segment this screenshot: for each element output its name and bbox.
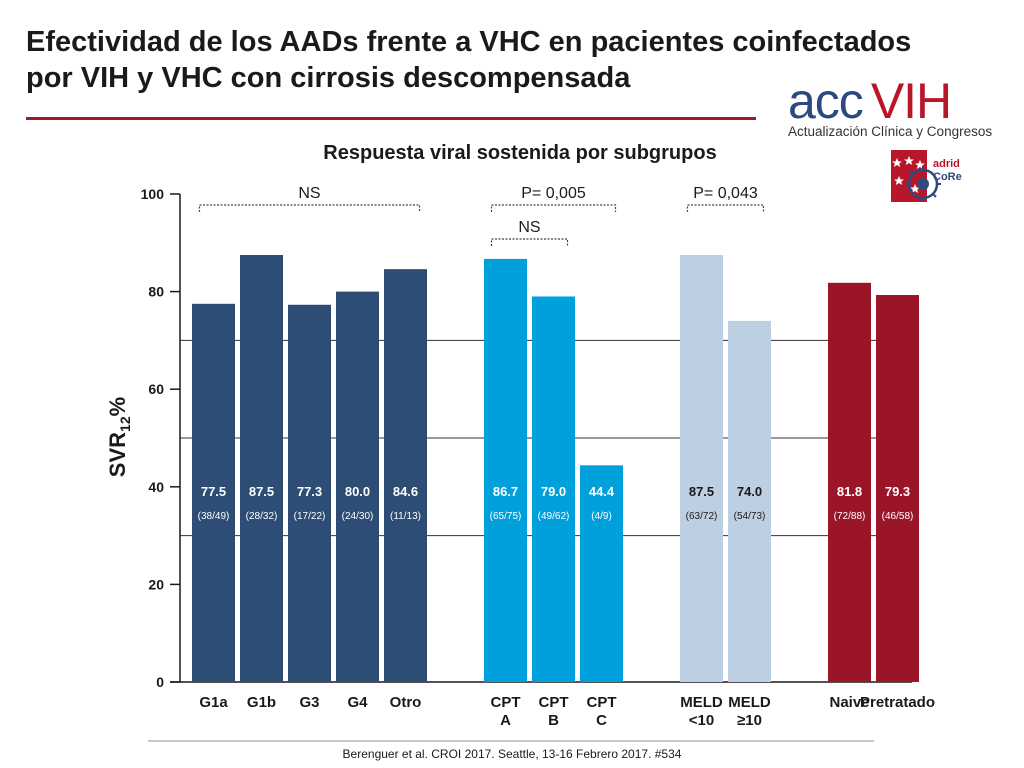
bar	[532, 296, 575, 682]
y-axis-label-subscript: 12	[117, 416, 133, 432]
bar	[828, 282, 871, 682]
x-tick-label: Pretratado	[860, 694, 935, 711]
chart-title: Respuesta viral sostenida por subgrupos	[323, 142, 716, 164]
comparison-bracket: P= 0,005	[490, 185, 617, 212]
ratio-label: (72/88)	[834, 511, 866, 522]
y-tick-label: 80	[148, 284, 164, 300]
bar-layer	[192, 255, 919, 682]
citation: Berenguer et al. CROI 2017. Seattle, 13-…	[342, 747, 682, 761]
value-label: 77.5	[201, 484, 226, 499]
data-label-layer: 77.5 (38/49) 87.5 (28/32) 77.3 (17/22) 80.0 (24…	[198, 484, 914, 522]
ratio-label: (46/58)	[882, 511, 914, 522]
title-divider	[26, 117, 756, 120]
y-axis-label-suffix: %	[105, 397, 130, 417]
value-label: 87.5	[689, 484, 714, 499]
madrid-core-logo: adrid CoRe	[889, 148, 999, 206]
y-tick-label: 20	[148, 576, 164, 592]
x-tick-label: G1b	[247, 694, 276, 711]
footer-divider	[148, 740, 874, 742]
y-tick-label: 60	[148, 381, 164, 397]
comparison-label: NS	[518, 219, 540, 236]
acc-logo-tagline: Actualización Clínica y Congresos	[788, 124, 993, 139]
bar	[580, 465, 623, 682]
x-tick-label: ≥10	[737, 712, 762, 729]
x-axis-labels: G1a G1b G3 G4 Otro CPTACPTBCPTCMELD<10MELD≥10…	[199, 694, 935, 729]
comparison-label: P= 0,005	[521, 185, 586, 202]
bar	[336, 291, 379, 682]
x-tick-label: G3	[299, 694, 319, 711]
ratio-label: (54/73)	[734, 511, 766, 522]
y-axis-label-main: SVR	[105, 432, 130, 477]
bracket-line	[490, 238, 569, 246]
x-tick-label: <10	[689, 712, 714, 729]
acc-vih-logo: acc VIH Actualización Clínica y Congresos	[788, 76, 1003, 146]
x-tick-label: CPT	[587, 694, 617, 711]
x-tick-label: CPT	[491, 694, 521, 711]
bar	[680, 255, 723, 682]
vih-logo-text: VIH	[870, 73, 952, 129]
x-tick-label: C	[596, 712, 607, 729]
comparison-bracket: P= 0,043	[686, 185, 765, 212]
title-line-2: por VIH y VHC con cirrosis descompensada	[26, 62, 631, 94]
x-tick-label: CPT	[539, 694, 569, 711]
bar	[876, 295, 919, 682]
title-line-1: Efectividad de los AADs frente a VHC en …	[26, 26, 912, 58]
value-label: 84.6	[393, 484, 418, 499]
ratio-label: (28/32)	[246, 511, 278, 522]
x-tick-label: B	[548, 712, 559, 729]
value-label: 81.8	[837, 484, 862, 499]
comparison-label: NS	[298, 185, 320, 202]
x-tick-label: G4	[347, 694, 368, 711]
ratio-label: (4/9)	[591, 511, 612, 522]
x-tick-label: Otro	[390, 694, 422, 711]
value-label: 79.0	[541, 484, 566, 499]
comparison-label: P= 0,043	[693, 185, 758, 202]
comparison-bracket: NS	[490, 219, 569, 246]
y-tick-label: 40	[148, 479, 164, 495]
value-label: 80.0	[345, 484, 370, 499]
ratio-label: (38/49)	[198, 511, 230, 522]
value-label: 74.0	[737, 484, 762, 499]
x-tick-label: MELD	[680, 694, 723, 711]
value-label: 44.4	[589, 484, 615, 499]
x-tick-label: MELD	[728, 694, 771, 711]
madrid-emblem-icon	[891, 150, 941, 202]
bar	[384, 269, 427, 682]
bar	[288, 304, 331, 682]
value-label: 77.3	[297, 484, 322, 499]
slide-title: Efectividad de los AADs frente a VHC en …	[26, 24, 966, 96]
comparison-bracket: NS	[198, 185, 421, 212]
bar	[240, 255, 283, 682]
ratio-label: (11/13)	[390, 511, 421, 522]
ratio-label: (63/72)	[686, 511, 718, 522]
y-tick-label: 100	[141, 186, 165, 202]
bracket-line	[490, 204, 617, 212]
x-tick-label: A	[500, 712, 511, 729]
madrid-logo-text: adrid	[933, 158, 960, 170]
bracket-line	[198, 204, 421, 212]
core-logo-text: CoRe	[933, 171, 962, 183]
x-tick-label: Naive	[829, 694, 869, 711]
acc-logo-text: acc	[788, 73, 864, 129]
x-tick-label: G1a	[199, 694, 228, 711]
bar	[484, 258, 527, 682]
y-tick-label: 0	[156, 674, 164, 690]
bar	[728, 320, 771, 682]
value-label: 87.5	[249, 484, 274, 499]
ratio-label: (17/22)	[294, 511, 326, 522]
value-label: 86.7	[493, 484, 518, 499]
bracket-line	[686, 204, 765, 212]
y-axis-label: SVR12%	[105, 397, 133, 477]
comparison-layer: NS P= 0,005 NS P= 0,043	[198, 185, 765, 246]
ratio-label: (24/30)	[342, 511, 374, 522]
ratio-label: (49/62)	[538, 511, 570, 522]
bar	[192, 303, 235, 682]
ratio-label: (65/75)	[490, 511, 522, 522]
value-label: 79.3	[885, 484, 910, 499]
